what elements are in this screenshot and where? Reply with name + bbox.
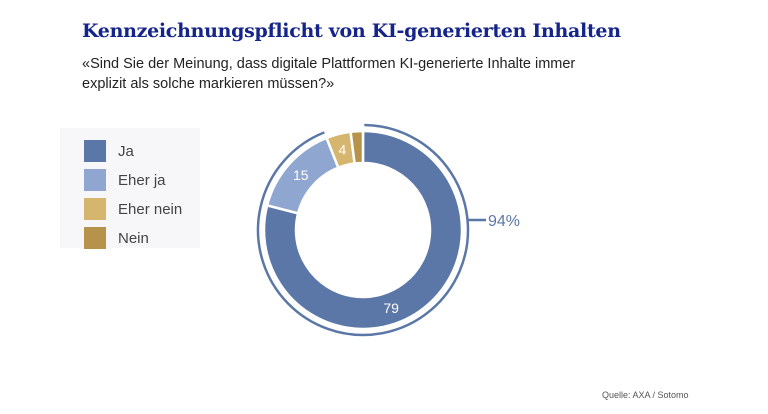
legend-swatch [84, 169, 106, 191]
legend-label: Eher ja [118, 171, 166, 189]
legend: Ja Eher ja Eher nein Nein [60, 128, 200, 249]
legend-item-eher-nein: Eher nein [84, 198, 182, 220]
legend-label: Eher nein [118, 200, 183, 218]
legend-swatch [84, 227, 106, 249]
data-label: 15 [293, 167, 309, 183]
bracket-label: 94% [488, 213, 520, 230]
source-note: Quelle: AXA / Sotomo [602, 390, 689, 400]
legend-item-eher-ja: Eher ja [84, 169, 166, 191]
chart-title: Kennzeichnungspflicht von KI-generierten… [82, 20, 621, 42]
bracket-arc [256, 123, 470, 337]
legend-swatch [84, 198, 106, 220]
slice-nein [349, 129, 365, 165]
legend-label: Nein [118, 229, 149, 247]
slice-ja [262, 129, 464, 331]
data-label: 79 [383, 300, 399, 316]
legend-swatch [84, 140, 106, 162]
legend-item-nein: Nein [84, 227, 149, 249]
legend-item-ja: Ja [84, 140, 134, 162]
data-label: 4 [338, 142, 346, 158]
chart-subtitle: «Sind Sie der Meinung, dass digitale Pla… [82, 56, 576, 92]
legend-label: Ja [118, 142, 134, 160]
